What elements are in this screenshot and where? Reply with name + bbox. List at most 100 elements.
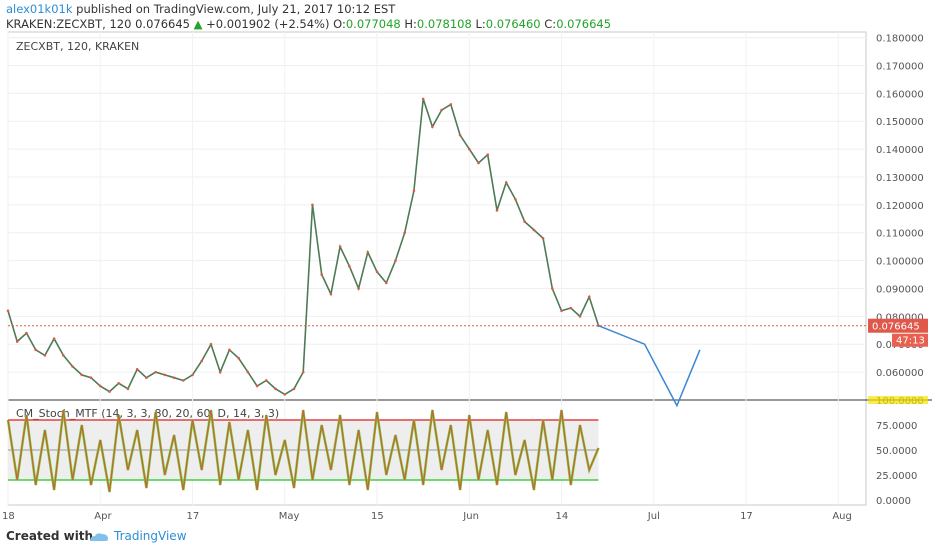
price-tick-label: 0.120000: [876, 201, 924, 212]
price-point: [412, 189, 416, 193]
price-tick-label: 0.130000: [876, 173, 924, 184]
price-point: [246, 370, 250, 374]
price-point: [34, 348, 37, 352]
price-point: [329, 292, 333, 296]
price-point: [52, 337, 56, 340]
x-tick-label: Apr: [94, 511, 112, 522]
chart-header: alex01k01k published on TradingView.com,…: [0, 0, 932, 32]
price-point: [15, 340, 19, 343]
price-point: [587, 295, 591, 299]
price-panel-title: ZECXBT, 120, KRAKEN: [16, 40, 139, 53]
price-point: [431, 125, 434, 129]
price-tick-label: 0.140000: [876, 145, 924, 156]
price-point: [98, 384, 102, 388]
price-point: [504, 181, 508, 184]
tradingview-link[interactable]: TradingView: [88, 529, 187, 543]
price-point: [6, 309, 10, 313]
price-point: [421, 97, 425, 101]
x-tick-label: May: [279, 511, 300, 522]
price-point: [135, 368, 139, 371]
price-point: [145, 376, 148, 379]
open-value: 0.077048: [345, 17, 401, 31]
last-price-badge: [868, 318, 928, 333]
open-label: O:: [333, 17, 346, 31]
price-point: [200, 359, 204, 363]
price-point: [394, 259, 397, 262]
up-arrow-icon: ▲: [193, 17, 203, 31]
price-point: [117, 381, 121, 385]
high-label: H:: [404, 17, 417, 31]
price-tick-label: 0.090000: [876, 284, 924, 295]
price-point: [228, 348, 231, 352]
price-point: [292, 387, 296, 391]
price-point: [274, 387, 277, 391]
price-point: [265, 379, 268, 382]
price-point: [62, 354, 65, 357]
change-value: +0.001902 (+2.54%): [206, 17, 330, 31]
price-tick-label: 0.110000: [876, 229, 924, 240]
published-text: published on TradingView.com, July 21, 2…: [72, 2, 396, 16]
price-point: [163, 373, 167, 377]
price-panel-frame: [7, 31, 867, 401]
price-point: [338, 245, 342, 248]
price-tick-label: 0.100000: [876, 257, 924, 268]
price-point: [366, 250, 370, 254]
x-tick-label: 17: [740, 511, 753, 522]
stoch-tick-label: 0.0000: [876, 496, 911, 507]
author-link[interactable]: alex01k01k: [6, 2, 73, 16]
tradingview-brand-text: TradingView: [114, 529, 187, 543]
x-tick-label: Aug: [832, 511, 852, 522]
price-point: [532, 228, 536, 232]
publish-line: alex01k01k published on TradingView.com,…: [6, 2, 395, 16]
symbol-line: KRAKEN:ZECXBT, 120 0.076645 ▲ +0.001902 …: [6, 17, 611, 31]
tradingview-cloud-icon: [90, 533, 108, 541]
price-point: [495, 209, 499, 212]
price-point: [523, 220, 526, 223]
price-point: [514, 197, 517, 201]
price-point: [311, 203, 314, 207]
price-point: [477, 161, 480, 165]
price-point: [218, 370, 222, 374]
price-point: [458, 133, 462, 137]
x-tick-label: 18: [2, 511, 15, 522]
price-point: [283, 393, 287, 396]
price-point: [569, 306, 573, 310]
price-point: [191, 373, 194, 377]
price-point: [80, 373, 84, 377]
last-price-label: 0.076645: [872, 322, 920, 333]
price-point: [449, 103, 453, 106]
close-value: 0.076645: [556, 17, 612, 31]
x-tick-label: 15: [371, 511, 384, 522]
price-point: [578, 315, 582, 318]
last-value: 0.076645: [135, 17, 190, 31]
symbol-label: KRAKEN:ZECXBT, 120: [6, 17, 132, 31]
price-point: [467, 147, 471, 151]
price-tick-label: 0.060000: [876, 368, 924, 379]
stoch-panel-title: CM_Stoch_MTF (14, 3, 3, 80, 20, 60, D, 1…: [16, 407, 279, 420]
price-point: [237, 356, 240, 360]
stoch-tick-label: 50.0000: [876, 446, 917, 457]
x-tick-label: 17: [187, 511, 200, 522]
price-point: [551, 287, 554, 290]
price-point: [154, 370, 157, 374]
x-tick-label: Jul: [647, 511, 660, 522]
price-point: [172, 376, 176, 379]
stoch-d-line: [7, 409, 600, 493]
low-value: 0.076460: [485, 17, 541, 31]
price-tick-label: 0.150000: [876, 117, 924, 128]
price-point: [384, 281, 388, 285]
x-tick-label: 14: [556, 511, 569, 522]
price-point: [71, 365, 74, 368]
countdown-label: 47:13: [896, 336, 925, 347]
projection-arrow: [598, 325, 701, 408]
price-tick-label: 0.080000: [876, 312, 924, 323]
price-point: [43, 354, 47, 357]
price-point: [209, 342, 213, 346]
level-highlight: [868, 396, 928, 404]
stoch-tick-label: 75.0000: [876, 421, 917, 432]
low-label: L:: [475, 17, 486, 31]
price-point: [255, 384, 259, 388]
countdown-badge: [892, 333, 928, 347]
price-series-line: [7, 98, 600, 396]
